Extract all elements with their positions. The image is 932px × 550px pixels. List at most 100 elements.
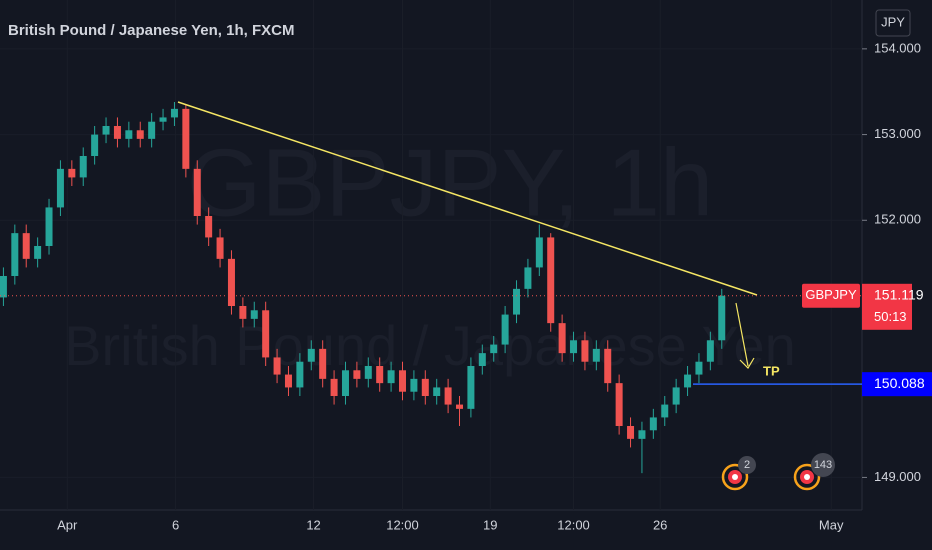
candle-body [125, 130, 133, 139]
candle-body [227, 258, 235, 306]
candle-body [170, 108, 178, 118]
candle-body [113, 126, 121, 139]
candle-body [136, 130, 144, 139]
candle-body [558, 323, 566, 354]
candle-body [239, 306, 247, 319]
candle-body [376, 366, 384, 384]
candle-body [513, 288, 521, 315]
candle-body [718, 295, 726, 341]
candle-body [296, 361, 304, 388]
candle-body [398, 370, 406, 392]
candle-body [319, 348, 327, 379]
symbol-label: GBPJPY [805, 287, 857, 302]
candle-body [661, 404, 669, 418]
x-tick-label: May [819, 517, 844, 532]
x-tick-label: 26 [653, 517, 667, 532]
candle-body [79, 156, 87, 178]
candle-body [34, 246, 42, 259]
countdown: 50:13 [874, 309, 907, 324]
event-count: 143 [814, 459, 832, 471]
candle-body [307, 348, 315, 362]
y-tick-label: 153.000 [874, 126, 921, 141]
candle-body [638, 430, 646, 439]
candle-body [205, 216, 213, 238]
candle-body [148, 121, 156, 139]
candle-body [216, 237, 224, 259]
candle-body [45, 207, 53, 246]
candle-body [410, 378, 418, 392]
candle-body [649, 417, 657, 431]
event-ring [793, 463, 821, 491]
candle-body [330, 378, 338, 396]
candle-body [478, 353, 486, 366]
trend-line [177, 101, 758, 296]
event-core [732, 474, 738, 480]
candle-body [284, 374, 292, 388]
x-tick-label: 12:00 [386, 517, 419, 532]
tp-label: TP [763, 364, 780, 379]
candle-body [570, 340, 578, 354]
candle-body [91, 134, 99, 156]
candle-body [456, 404, 464, 409]
currency-box [875, 9, 911, 37]
chart-title: British Pound / Japanese Yen, 1h, FXCM [8, 22, 294, 39]
x-tick-label: 6 [172, 517, 179, 532]
candle-body [159, 117, 167, 122]
candle-body [524, 267, 532, 289]
x-tick-label: 12:00 [557, 517, 590, 532]
candle-body [0, 276, 7, 298]
event-count-bg [811, 453, 835, 477]
y-tick-label: 149.000 [874, 469, 921, 484]
plot [0, 102, 726, 474]
candle-body [547, 237, 555, 324]
price-badge [862, 283, 912, 330]
candle-body [615, 383, 623, 426]
arrow [735, 302, 755, 369]
watermark-name: British Pound / Japanese Yen [64, 314, 796, 377]
tp-badge [862, 372, 932, 397]
tp-price: 150.088 [874, 375, 925, 391]
candle-body [11, 233, 19, 276]
event-count-bg [738, 456, 756, 474]
event-ring [721, 463, 749, 491]
candle-body [592, 348, 600, 362]
event-count: 2 [744, 459, 750, 471]
candle-body [22, 233, 30, 259]
candle-body [341, 370, 349, 396]
candle-body [706, 340, 714, 362]
candle-body [421, 378, 429, 396]
candle-body [433, 387, 441, 396]
x-tick-label: 12 [306, 517, 320, 532]
candle-body [273, 357, 281, 375]
currency: JPY [881, 14, 905, 29]
candle-body [364, 366, 372, 379]
symbol-badge [802, 283, 860, 308]
y-tick-label: 154.000 [874, 40, 921, 55]
watermark-symbol: GBPJPY, 1h [187, 129, 714, 236]
candle-body [467, 366, 475, 409]
candle-body [581, 340, 589, 362]
x-tick-label: Apr [57, 517, 78, 532]
candle-body [604, 348, 612, 384]
candle-body [444, 387, 452, 405]
candle-body [627, 426, 635, 439]
y-tick-label: 152.000 [874, 212, 921, 227]
candle-body [193, 168, 201, 216]
candle-body [490, 344, 498, 354]
candle-body [535, 237, 543, 268]
candle-body [387, 370, 395, 384]
candle-body [262, 310, 270, 358]
candle-body [102, 126, 110, 135]
price-label: 151.119 [874, 287, 924, 303]
x-tick-label: 19 [483, 517, 497, 532]
event-core [804, 474, 810, 480]
candle-body [182, 108, 190, 169]
candle-body [672, 387, 680, 405]
candle-body [68, 168, 76, 178]
candle-body [353, 370, 361, 379]
candle-body [684, 374, 692, 388]
candle-body [56, 168, 64, 208]
candle-body [695, 361, 703, 375]
